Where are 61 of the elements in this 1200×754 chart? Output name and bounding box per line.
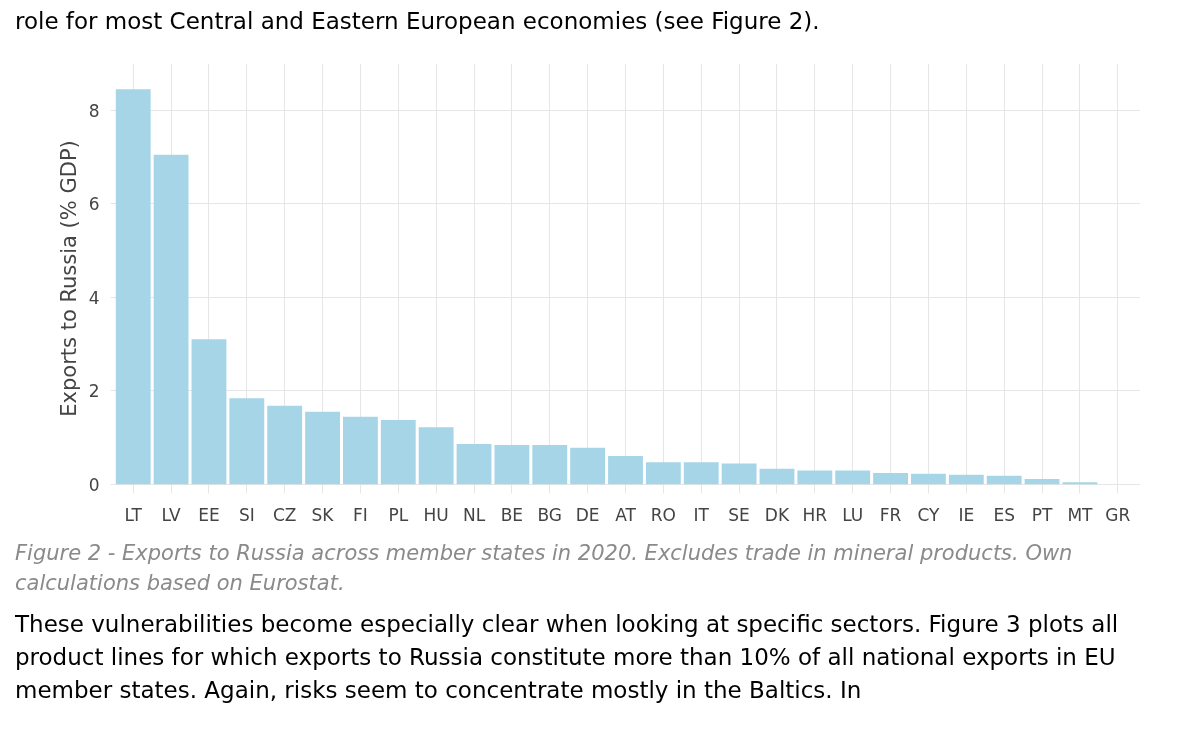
- bar: [115, 89, 151, 484]
- bar: [948, 474, 984, 484]
- x-tick-label: DE: [575, 504, 600, 525]
- bar: [570, 447, 606, 484]
- bar: [911, 473, 946, 484]
- x-tick-label: BG: [537, 504, 563, 525]
- x-tick-label: SI: [238, 504, 255, 525]
- x-tick-label: BE: [500, 504, 524, 525]
- bar: [418, 426, 454, 484]
- bar: [305, 411, 340, 484]
- bar: [986, 475, 1022, 484]
- bar: [645, 462, 681, 484]
- bar: [267, 405, 303, 484]
- x-tick-label: MT: [1067, 504, 1094, 525]
- x-tick-label: LT: [124, 504, 143, 525]
- bar: [608, 455, 643, 484]
- bar: [797, 470, 833, 484]
- x-tick-label: GR: [1105, 504, 1131, 525]
- x-tick-label: HU: [423, 504, 449, 525]
- bar: [343, 416, 378, 484]
- bar: [532, 444, 568, 484]
- caption: Figure 2 - Exports to Russia across member states in 2020. Excludes trade in mineral products. Own calculations based on Eurostat.: [15, 539, 1074, 597]
- x-tick-label: NL: [462, 504, 486, 525]
- x-tick-label: HR: [802, 504, 828, 525]
- text: role for most Central and Eastern European economies (see Figure 2).: [15, 7, 820, 36]
- x-tick-label: PL: [388, 504, 409, 525]
- x-tick-label: DK: [764, 504, 790, 525]
- y-axis-title: Exports to Russia (% GDP): [56, 140, 81, 417]
- x-tick-label: PT: [1031, 504, 1053, 525]
- x-tick-label: IT: [693, 504, 710, 525]
- y-tick-label: 6: [88, 194, 100, 215]
- bar: [721, 463, 757, 484]
- text: These vulnerabilities become especially clear when looking at specific sectors. Figure 3 plots all product lines for which exports to Russia constitute more than 10% of all national exports in EU member states. Again, risks seem to concentrate mostly in the Baltics. In: [15, 609, 1120, 705]
- x-tick-label: RO: [650, 504, 676, 525]
- x-tick-label: IE: [958, 504, 975, 525]
- bar: [229, 398, 265, 484]
- bar: [380, 419, 416, 484]
- bar: [835, 470, 871, 484]
- bar: [191, 339, 227, 484]
- x-tick-label: LV: [161, 504, 182, 525]
- bar: [494, 444, 530, 484]
- x-tick-label: SK: [311, 504, 335, 525]
- y-tick-label: 4: [88, 287, 100, 308]
- x-tick-label: CZ: [272, 504, 297, 525]
- x-tick-label: SE: [728, 504, 750, 525]
- y-tick-label: 2: [88, 381, 100, 402]
- bar: [759, 468, 795, 484]
- x-tick-label: FR: [879, 504, 902, 525]
- bar: [456, 443, 492, 484]
- x-tick-label: AT: [615, 504, 637, 525]
- x-tick-label: LU: [842, 504, 864, 525]
- y-tick-label: 8: [88, 100, 100, 121]
- y-tick-label: 0: [88, 474, 100, 495]
- x-tick-label: EE: [198, 504, 220, 525]
- x-tick-label: ES: [993, 504, 1015, 525]
- bar: [153, 154, 189, 484]
- x-tick-label: CY: [917, 504, 941, 525]
- bar: [873, 472, 908, 484]
- bar: [1024, 478, 1060, 484]
- x-tick-label: FI: [353, 504, 368, 525]
- bar: [683, 462, 719, 484]
